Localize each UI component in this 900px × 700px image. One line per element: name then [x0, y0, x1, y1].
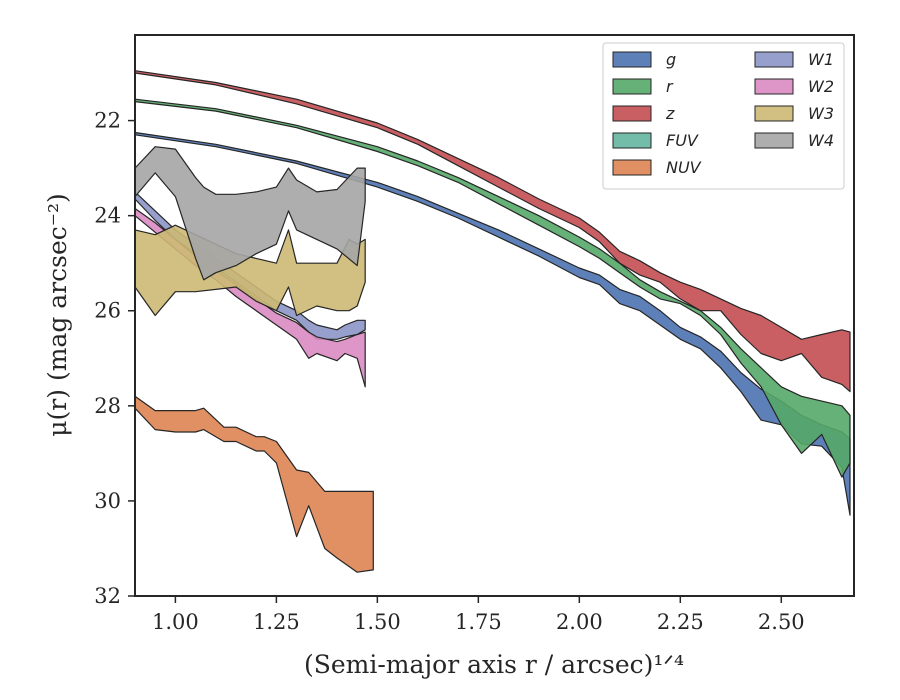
x-tick-label: 1.25 [253, 610, 300, 634]
legend-swatch-w1 [754, 51, 794, 68]
band-nuv [134, 395, 374, 573]
legend-swatch-fuv [612, 132, 652, 149]
legend-swatch-nuv [612, 159, 652, 176]
legend-label-w2: W2 [808, 77, 834, 96]
y-tick-label: 30 [94, 489, 121, 513]
x-axis-label: (Semi-major axis r / arcsec)¹ᐟ⁴ [304, 650, 684, 679]
y-tick-label: 32 [94, 584, 121, 608]
legend-swatch-r [612, 78, 652, 95]
band-w4 [134, 146, 366, 281]
legend-label-nuv: NUV [666, 158, 702, 177]
legend-label-w1: W1 [808, 50, 834, 69]
profile-bands [134, 70, 851, 573]
band-g [134, 131, 851, 516]
legend-label-g: g [666, 50, 676, 69]
y-tick-label: 24 [94, 204, 121, 228]
band-z [134, 70, 851, 393]
y-tick-label: 26 [94, 299, 121, 323]
y-tick-label: 22 [94, 109, 121, 133]
legend-swatch-w3 [754, 105, 794, 122]
x-tick-label: 2.00 [556, 610, 603, 634]
x-tick-label: 2.25 [657, 610, 704, 634]
y-axis: 22 24 26 28 30 32 [94, 109, 135, 608]
legend-label-z: z [665, 104, 675, 123]
legend-label-w3: W3 [808, 104, 834, 123]
x-tick-label: 1.75 [455, 610, 502, 634]
y-tick-label: 28 [94, 394, 121, 418]
legend-label-r: r [666, 77, 674, 96]
legend-swatch-w2 [754, 78, 794, 95]
legend-swatch-w4 [754, 132, 794, 149]
x-tick-label: 2.50 [758, 610, 805, 634]
legend-swatch-g [612, 51, 652, 68]
legend-label-fuv: FUV [666, 131, 699, 150]
x-tick-label: 1.50 [354, 610, 401, 634]
legend-label-w4: W4 [808, 131, 834, 150]
axes-frame [134, 34, 855, 597]
x-axis: 1.00 1.25 1.50 1.75 2.00 2.25 2.50 [152, 596, 805, 634]
x-tick-label: 1.00 [152, 610, 199, 634]
y-axis-label: μ(r) (mag arcsec⁻²) [43, 193, 72, 436]
band-r [134, 98, 851, 478]
legend-swatch-z [612, 105, 652, 122]
legend: grz FUV NUV W1 W2 W3 W4 [602, 42, 845, 190]
